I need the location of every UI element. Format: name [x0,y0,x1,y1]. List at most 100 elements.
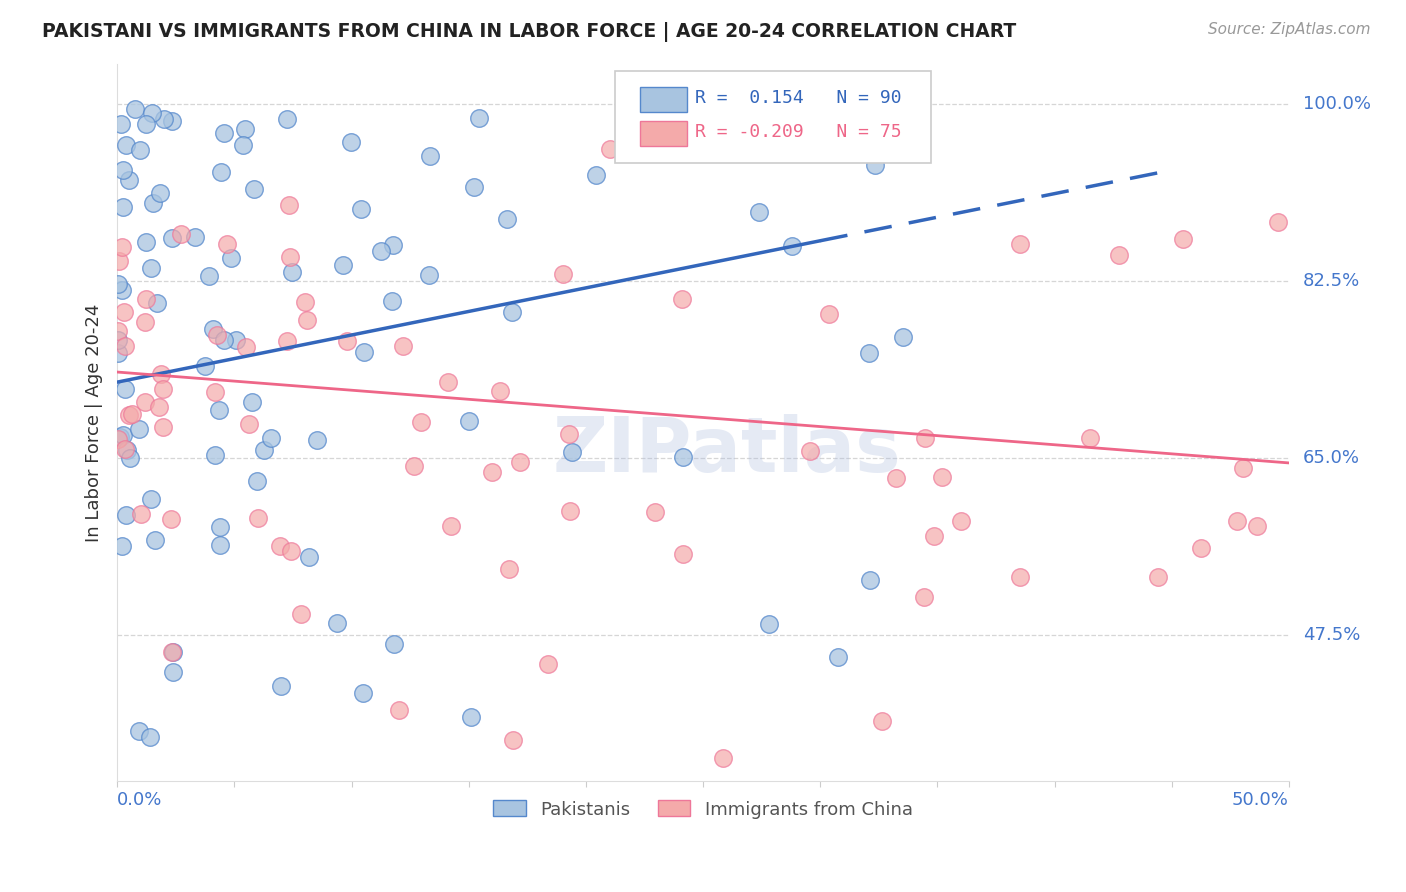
Point [281,264,304,278]
Point [240,394,263,409]
Point [780,238,803,252]
Point [152,382,174,396]
Point [419,148,441,162]
Text: Source: ZipAtlas.com: Source: ZipAtlas.com [1208,22,1371,37]
Point [437,375,460,389]
Point [112,305,135,319]
Point [162,665,184,680]
Point [870,714,893,728]
Point [143,533,166,548]
Point [120,450,142,465]
Point [1147,569,1170,583]
Point [332,258,354,272]
Point [501,305,523,319]
Point [307,434,329,448]
Point [232,137,254,152]
Point [208,520,231,534]
Point [276,334,298,349]
Point [233,121,256,136]
Point [290,607,312,621]
Point [711,750,734,764]
Point [114,339,136,353]
Point [148,401,170,415]
Point [243,182,266,196]
Point [799,444,821,458]
Point [884,471,907,485]
Point [1246,518,1268,533]
Point [496,211,519,226]
Point [481,466,503,480]
Point [260,431,283,445]
Point [463,179,485,194]
Point [107,333,129,347]
Point [194,359,217,374]
Point [585,168,607,182]
Point [114,138,136,153]
Point [276,112,298,126]
Point [111,283,134,297]
Point [124,102,146,116]
Point [141,106,163,120]
Point [115,508,138,523]
Point [201,322,224,336]
Point [149,367,172,381]
Point [110,240,132,254]
Point [468,111,491,125]
Point [758,617,780,632]
Point [149,186,172,200]
Point [225,333,247,347]
Point [402,459,425,474]
Point [325,616,347,631]
Text: PAKISTANI VS IMMIGRANTS FROM CHINA IN LABOR FORCE | AGE 20-24 CORRELATION CHART: PAKISTANI VS IMMIGRANTS FROM CHINA IN LA… [42,22,1017,42]
Point [298,550,321,565]
Point [502,733,524,747]
Point [350,202,373,217]
Point [253,442,276,457]
Point [295,313,318,327]
Point [277,198,299,212]
Point [205,327,228,342]
Point [153,112,176,126]
Point [162,645,184,659]
Point [110,118,132,132]
Point [128,143,150,157]
Point [135,235,157,250]
Point [381,294,404,309]
Point [270,679,292,693]
Point [671,292,693,306]
Point [160,231,183,245]
Point [208,403,231,417]
Point [128,421,150,435]
Point [353,344,375,359]
Point [209,538,232,552]
Point [170,227,193,241]
Point [865,158,887,172]
Point [827,649,849,664]
Point [141,491,163,506]
FancyBboxPatch shape [616,71,932,163]
Point [135,292,157,306]
Point [117,173,139,187]
Point [914,431,936,445]
Point [209,165,232,179]
Point [219,252,242,266]
Point [110,430,132,444]
Point [748,205,770,219]
Point [114,442,136,456]
Point [128,724,150,739]
Point [388,703,411,717]
Point [139,730,162,744]
Point [134,315,156,329]
Text: 0.0%: 0.0% [117,791,163,809]
Point [858,346,880,360]
Point [339,135,361,149]
Point [553,267,575,281]
Point [107,346,129,360]
Point [382,238,405,252]
Point [280,544,302,558]
Point [146,296,169,310]
Point [931,470,953,484]
Point [1267,215,1289,229]
Point [247,510,270,524]
Point [460,710,482,724]
